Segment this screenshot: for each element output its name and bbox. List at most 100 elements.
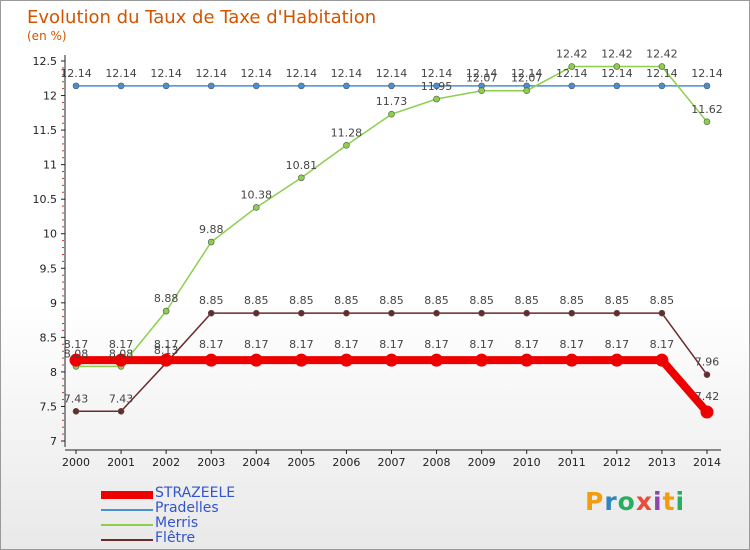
data-label: 12.14 <box>241 67 273 80</box>
x-tick-label: 2010 <box>513 456 541 469</box>
x-tick-label: 2005 <box>287 456 315 469</box>
data-point <box>700 405 714 419</box>
data-label: 8.17 <box>334 338 359 351</box>
data-point <box>568 82 576 90</box>
data-label: 12.14 <box>466 67 498 80</box>
data-label: 12.14 <box>691 67 723 80</box>
data-point <box>72 407 80 415</box>
data-point <box>252 82 260 90</box>
logo-letter: P <box>585 487 605 516</box>
proxiti-logo: Proxiti <box>585 487 685 516</box>
data-point <box>430 353 444 367</box>
x-tick-label: 2006 <box>332 456 360 469</box>
data-label: 8.17 <box>379 338 404 351</box>
data-label: 12.14 <box>195 67 227 80</box>
legend-swatch <box>101 509 153 511</box>
data-label: 8.08 <box>109 347 134 360</box>
data-point <box>207 309 215 317</box>
data-label: 8.17 <box>199 338 224 351</box>
data-label: 11.73 <box>376 95 408 108</box>
data-label: 7.43 <box>109 392 134 405</box>
data-point <box>343 82 350 90</box>
chart-axes: 7 7.5 8 8.5 9 9.5 10 10.5 11 11.5 12 12.5 2000 2001 20… <box>33 55 721 469</box>
data-label: 12.14 <box>646 67 678 80</box>
logo-letter: r <box>604 487 618 516</box>
data-point <box>613 63 621 70</box>
data-label: 8.85 <box>379 294 404 307</box>
y-tick-label: 12 <box>43 90 57 103</box>
data-point <box>294 353 308 367</box>
data-label: 8.17 <box>650 338 675 351</box>
data-point <box>162 82 170 90</box>
y-tick-label: 9.5 <box>40 262 58 275</box>
legend-item: STRAZEELE <box>101 485 301 502</box>
data-point <box>658 309 666 317</box>
y-tick-label: 11.5 <box>33 124 58 137</box>
data-label: 12.42 <box>556 48 588 61</box>
data-label: 8.08 <box>64 347 89 360</box>
data-label: 12.14 <box>556 67 588 80</box>
data-point <box>207 238 215 246</box>
x-tick-label: 2012 <box>603 456 631 469</box>
data-point <box>388 82 395 90</box>
legend-item: Pradelles <box>101 500 301 517</box>
data-point <box>343 309 350 317</box>
legend-item: Merris <box>101 515 301 532</box>
data-label: 8.13 <box>154 344 179 357</box>
series-points <box>69 63 714 419</box>
data-point <box>655 353 669 367</box>
data-label: 8.17 <box>560 338 585 351</box>
x-tick-label: 2000 <box>62 456 90 469</box>
data-label: 11.28 <box>331 126 363 139</box>
data-label: 12.07 <box>511 72 543 85</box>
logo-letter: x <box>635 487 653 516</box>
data-point <box>658 63 666 70</box>
data-point <box>568 63 576 70</box>
data-label: 8.85 <box>289 294 314 307</box>
data-point <box>162 307 170 315</box>
data-label: 8.17 <box>244 338 269 351</box>
data-label: 11.95 <box>421 80 453 93</box>
data-point <box>433 95 440 103</box>
data-label: 12.14 <box>150 67 182 80</box>
data-label: 12.14 <box>601 67 633 80</box>
data-point <box>117 82 125 90</box>
data-label: 8.17 <box>424 338 449 351</box>
legend-label: STRAZEELE <box>155 485 236 501</box>
data-point <box>610 353 624 367</box>
data-label: 8.88 <box>154 292 179 305</box>
data-point <box>298 82 305 90</box>
data-point <box>384 353 398 367</box>
data-label: 12.14 <box>60 67 92 80</box>
data-label: 12.07 <box>466 72 498 85</box>
data-point <box>388 309 395 317</box>
logo-letter: i <box>675 487 686 516</box>
data-point <box>252 309 260 317</box>
data-point <box>252 204 260 211</box>
chart-legend: STRAZEELE Pradelles Merris Flêtre <box>101 485 301 547</box>
logo-letter: o <box>617 487 636 516</box>
data-point <box>69 353 83 367</box>
data-label: 7.42 <box>695 390 720 403</box>
data-point <box>658 82 666 90</box>
y-tick-label: 12.5 <box>33 55 58 68</box>
data-label: 8.17 <box>154 338 179 351</box>
legend-label: Merris <box>155 515 199 531</box>
data-labels: 12.14 12.14 12.14 12.14 12.14 12.14 12.14 12.14… <box>60 48 722 406</box>
data-point <box>114 353 128 367</box>
data-label: 8.85 <box>650 294 675 307</box>
data-point <box>613 82 621 90</box>
data-point <box>523 87 531 95</box>
data-point <box>568 309 576 317</box>
legend-swatch <box>101 491 153 499</box>
data-point <box>249 353 263 367</box>
x-tick-label: 2009 <box>468 456 496 469</box>
data-label: 12.14 <box>286 67 318 80</box>
data-point <box>523 309 531 317</box>
data-label: 12.42 <box>601 48 633 61</box>
data-point <box>520 353 534 367</box>
x-tick-label: 2004 <box>242 456 270 469</box>
data-label: 8.17 <box>514 338 539 351</box>
